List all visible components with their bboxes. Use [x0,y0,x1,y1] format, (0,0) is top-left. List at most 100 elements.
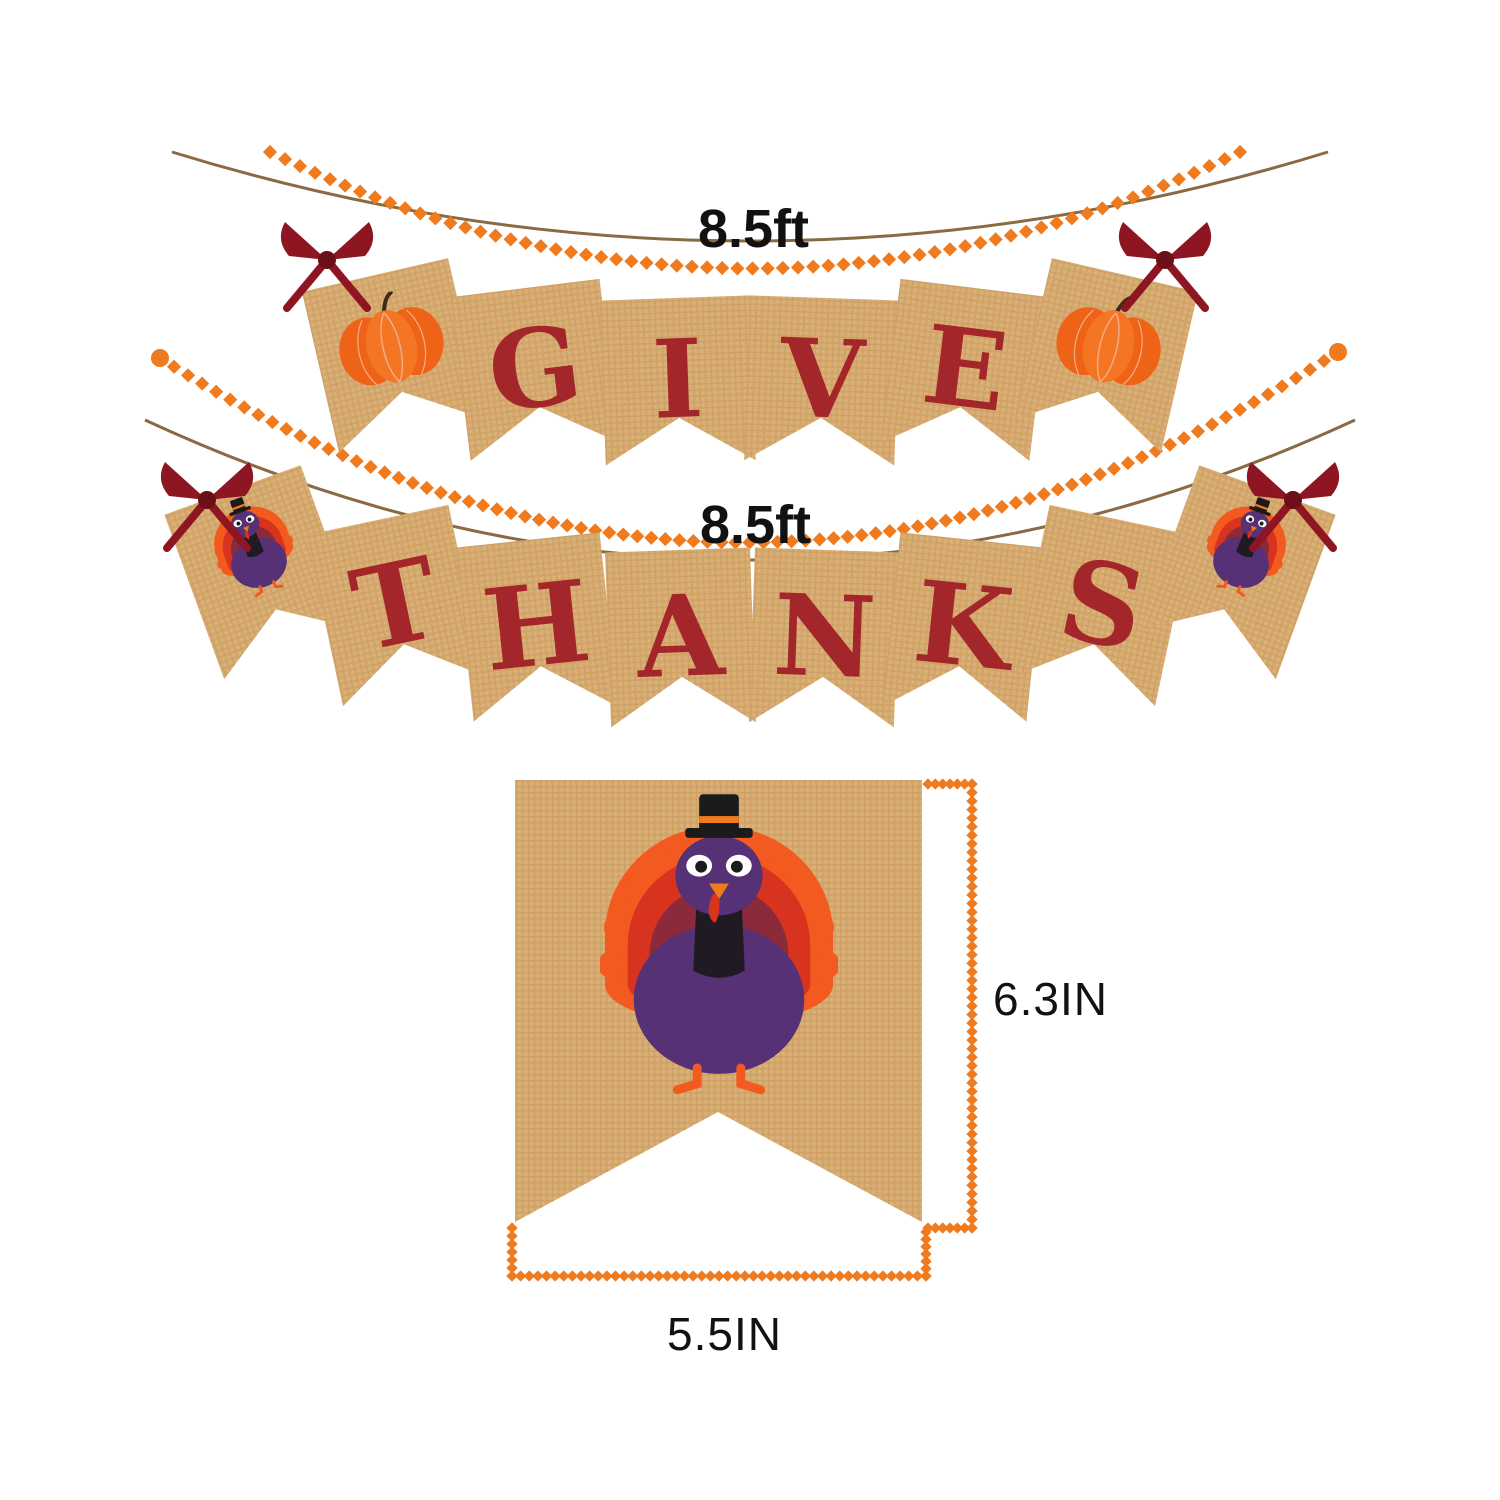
dot [959,1222,971,1234]
dot [728,535,743,550]
dot [575,1270,587,1282]
dot [966,507,981,522]
icon-pennant [1014,258,1199,453]
dot [966,889,978,901]
dot [447,490,462,505]
dot [920,1255,932,1267]
dot [195,376,210,391]
dot [773,1270,786,1282]
dot [458,220,473,235]
strand-end-bead [1329,343,1347,361]
dot [745,261,760,276]
dot [523,1270,535,1282]
dot [335,448,350,463]
letter-pennant: A [605,547,757,728]
dot [927,245,942,260]
pennant-letter: I [650,316,705,444]
dot [601,1270,613,1282]
dot [966,1017,978,1029]
dot [816,1270,829,1282]
dot [413,206,428,221]
dot [181,368,196,383]
dot [661,1270,673,1282]
pennant-shape [306,504,485,707]
dot [966,1136,978,1149]
letter-pennant: T [306,504,485,707]
dot [546,515,561,530]
dot [775,260,790,276]
dot [292,159,308,174]
letter-pennant: G [450,278,620,461]
dot [1176,431,1192,446]
dot [377,465,392,480]
letter-pennant: E [880,278,1050,461]
dot [973,235,988,250]
dot [966,838,978,850]
dot [618,1270,630,1282]
dot [594,250,609,265]
dot [920,1226,932,1238]
letter-pennant: S [1013,504,1192,707]
dot [912,247,927,262]
dot [616,527,631,542]
dot [461,494,476,509]
dot [877,1270,889,1282]
dot [1106,461,1121,476]
dot [503,505,519,521]
dot [721,1270,734,1282]
dot [958,239,973,254]
dot [882,524,897,539]
dot [349,454,364,469]
dot [966,1171,978,1183]
dot [353,184,368,199]
dot [739,1270,751,1282]
dot [1125,190,1141,205]
dot [806,259,821,274]
dot [1022,491,1037,506]
dot [966,949,978,961]
dot [514,1270,527,1282]
dot [574,520,589,536]
dot [532,1270,544,1282]
pennant-shape [455,532,618,722]
dot [966,897,978,910]
dot [966,957,978,969]
dot [1036,487,1051,502]
dot [854,528,869,543]
dot [307,165,323,180]
width-dim-right-tick [920,1226,932,1282]
dot [836,257,851,272]
top-twine [171,150,1329,243]
dot [966,1025,978,1038]
dot [966,940,978,952]
dot [760,261,775,276]
dot [966,1102,978,1115]
dot [966,863,978,876]
dot [952,510,967,525]
dot [321,441,336,457]
dot [808,1270,820,1282]
dot [713,1270,725,1282]
pennant-width-label: 5.5IN [667,1308,782,1360]
pennant-shape [748,547,900,728]
dot [237,400,252,415]
dot [560,518,575,533]
dot [475,498,491,513]
dot [868,526,883,541]
dot [966,1179,978,1191]
dot [518,235,533,250]
dot [558,1270,570,1282]
dot [980,503,995,518]
dot [799,1270,811,1282]
dot [1246,395,1262,410]
dot [770,534,785,550]
dot [307,435,322,450]
dot [1232,402,1248,417]
dot [639,255,654,270]
pennant-letter: K [908,556,1022,697]
dot [1095,201,1110,216]
dot [265,414,280,430]
dot [279,422,294,437]
dot [1078,472,1093,487]
dot [966,1205,978,1217]
